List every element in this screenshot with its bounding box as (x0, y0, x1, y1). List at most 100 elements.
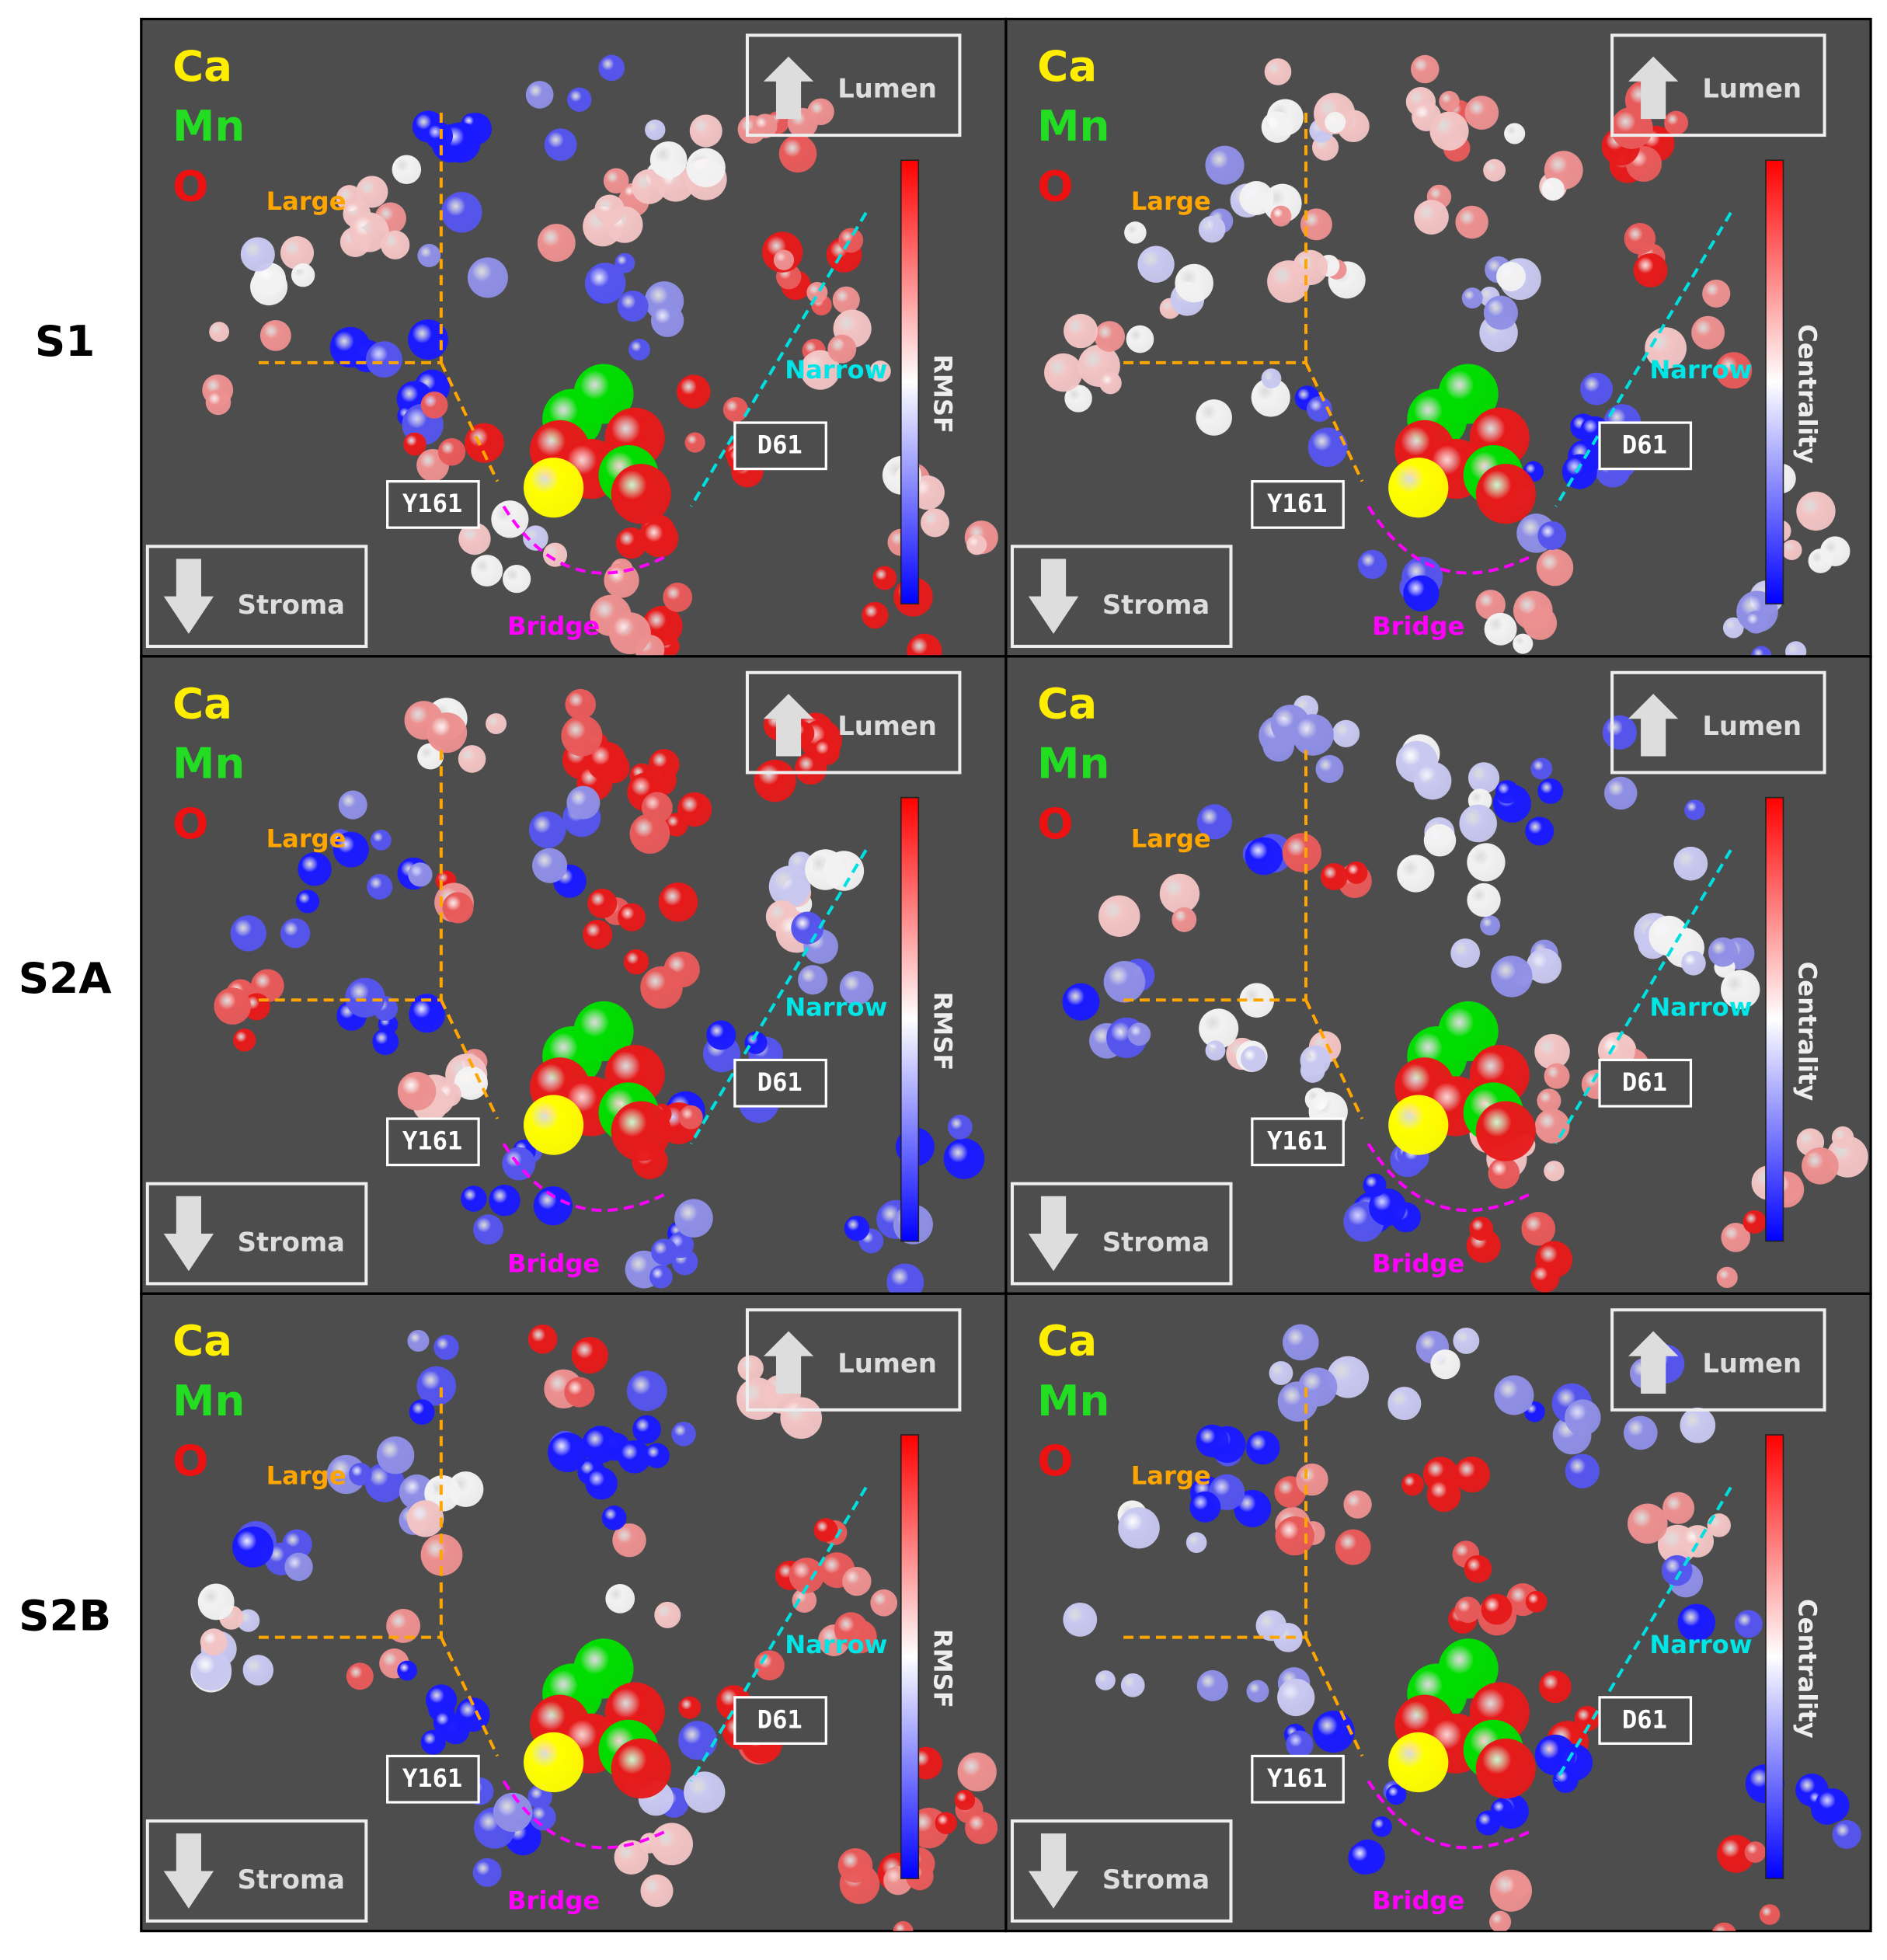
atom (1343, 1490, 1372, 1519)
atom (768, 865, 811, 908)
atom (1495, 780, 1520, 804)
atom (489, 1184, 520, 1217)
bridge-channel (502, 505, 667, 575)
cluster-atom (573, 1001, 634, 1062)
colorbar-label: RMSF (928, 354, 957, 433)
atom (1691, 315, 1725, 350)
atom (1357, 549, 1387, 580)
element-legend: Ca (1037, 1316, 1097, 1366)
atom (1127, 1022, 1151, 1046)
atom (780, 1397, 823, 1440)
narrow-channel (689, 211, 868, 507)
atom (1345, 861, 1368, 884)
atom (584, 263, 626, 304)
atom (678, 1696, 702, 1719)
atom (1624, 223, 1656, 255)
atom (754, 1650, 785, 1681)
atom (455, 1697, 490, 1732)
direction-label: Stroma (238, 1864, 345, 1895)
atom (1312, 1711, 1355, 1753)
atom (1716, 1266, 1738, 1289)
atom (737, 1355, 764, 1381)
atom (472, 1858, 502, 1887)
atom (280, 235, 315, 270)
molecule (202, 54, 998, 656)
atom (744, 1031, 768, 1054)
atom (1300, 1045, 1331, 1076)
atom (1552, 1767, 1579, 1793)
atom (943, 1138, 985, 1179)
colorbar (900, 1434, 920, 1879)
down-arrow (163, 1833, 214, 1909)
atom (1483, 158, 1506, 182)
atom (386, 1609, 421, 1643)
atom (406, 1500, 444, 1537)
atom (1480, 915, 1501, 936)
narrow-channel (1554, 849, 1732, 1145)
atom (658, 882, 698, 922)
narrow-channel (689, 849, 868, 1145)
large-channel (253, 750, 500, 1119)
down-arrow (1028, 559, 1079, 634)
residue-box (386, 480, 480, 529)
atom (471, 555, 503, 587)
atom (671, 1422, 696, 1447)
atom (502, 565, 531, 594)
atom (1467, 843, 1506, 882)
atom (214, 987, 252, 1025)
element-legend: Ca (172, 1316, 232, 1366)
atom (491, 500, 529, 538)
cluster-atom (1475, 464, 1536, 524)
residue-label: D61 (757, 430, 802, 460)
atom (1239, 181, 1274, 215)
atom (425, 122, 454, 150)
up-arrow (1628, 1331, 1679, 1394)
atom (684, 1771, 726, 1813)
residue-label: Y161 (402, 1763, 462, 1793)
channel-label: Bridge (507, 611, 600, 641)
atom (1185, 1532, 1207, 1553)
atom (1246, 1680, 1269, 1703)
atom (1320, 863, 1348, 890)
atom (1574, 1705, 1600, 1732)
residue-box (733, 421, 827, 471)
channel-label: Bridge (507, 1248, 600, 1278)
atom (1363, 1173, 1387, 1197)
atom (1580, 372, 1614, 406)
atom (1315, 754, 1344, 783)
atom (367, 873, 393, 900)
atom (205, 389, 232, 416)
direction-label: Lumen (837, 1348, 937, 1378)
atom (1534, 1734, 1576, 1776)
atom (1483, 295, 1518, 330)
atom (608, 612, 651, 655)
atom (329, 326, 371, 368)
atom (420, 392, 448, 419)
atom (464, 423, 504, 463)
atom (1423, 824, 1457, 857)
atom (872, 566, 897, 590)
channel-label: Narrow (785, 355, 887, 385)
cluster-atom (524, 1732, 584, 1793)
atom (1307, 427, 1348, 468)
residue-box (1598, 1696, 1693, 1745)
channel-label: Bridge (507, 1886, 600, 1916)
atom (1664, 110, 1689, 135)
atom (813, 738, 841, 766)
atom (677, 792, 712, 827)
atom (191, 1650, 232, 1691)
atom (618, 1440, 652, 1474)
large-channel (253, 113, 500, 482)
element-legend: Ca (1037, 41, 1097, 91)
atom (1103, 961, 1146, 1003)
atom (632, 1415, 661, 1444)
atom (1815, 1788, 1850, 1823)
atom (1282, 1324, 1319, 1361)
residue-label: Y161 (402, 489, 462, 518)
atom (886, 1263, 924, 1294)
lumen-box (1610, 33, 1826, 138)
channel-label: Large (266, 1461, 346, 1491)
atom (1819, 536, 1850, 566)
atom (1721, 970, 1760, 1010)
